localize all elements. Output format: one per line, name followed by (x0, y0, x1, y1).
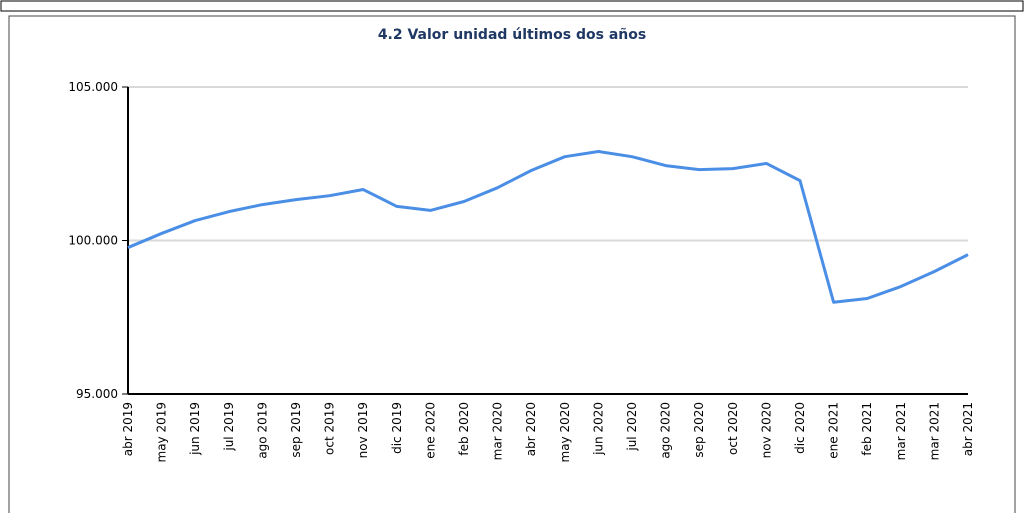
x-tick-label: ene 2021 (827, 402, 841, 459)
panel-frame (8, 15, 1016, 513)
x-tick-label: dic 2020 (793, 402, 807, 454)
x-tick-label: mar 2021 (894, 402, 908, 460)
x-tick-label: abr 2019 (121, 402, 135, 456)
x-tick-label: feb 2021 (860, 402, 874, 456)
x-tick-label: ago 2019 (255, 402, 269, 459)
x-tick-label: may 2020 (558, 402, 572, 463)
x-tick-label: jun 2020 (591, 402, 605, 456)
x-tick-label: sep 2019 (289, 402, 303, 458)
x-tick-label: oct 2019 (323, 402, 337, 455)
y-tick-label: 100.000 (68, 234, 118, 248)
x-tick-label: ago 2020 (659, 402, 673, 459)
x-tick-label: abr 2020 (524, 402, 538, 456)
data-line (127, 149, 969, 304)
x-tick-label: ene 2020 (423, 402, 437, 459)
x-tick-label: jun 2019 (188, 402, 202, 456)
x-tick-label: nov 2019 (356, 402, 370, 458)
x-tick-label: nov 2020 (759, 402, 773, 458)
chart-title: 4.2 Valor unidad últimos dos años (378, 27, 646, 43)
x-tick-label: jul 2020 (625, 402, 639, 452)
x-tick-label: dic 2019 (390, 402, 404, 454)
x-tick-label: jul 2019 (222, 402, 236, 452)
y-tick-label: 95.000 (76, 387, 118, 401)
x-tick-label: oct 2020 (726, 402, 740, 455)
x-tick-label: mar 2020 (491, 402, 505, 460)
y-tick-label: 105.000 (68, 80, 118, 94)
x-tick-label: feb 2020 (457, 402, 471, 456)
x-tick-label: sep 2020 (692, 402, 706, 458)
x-tick-label: may 2019 (155, 402, 169, 463)
top-frame (0, 0, 1024, 12)
x-tick-label: mar 2021 (927, 402, 941, 460)
x-tick-label: abr 2021 (961, 402, 975, 456)
